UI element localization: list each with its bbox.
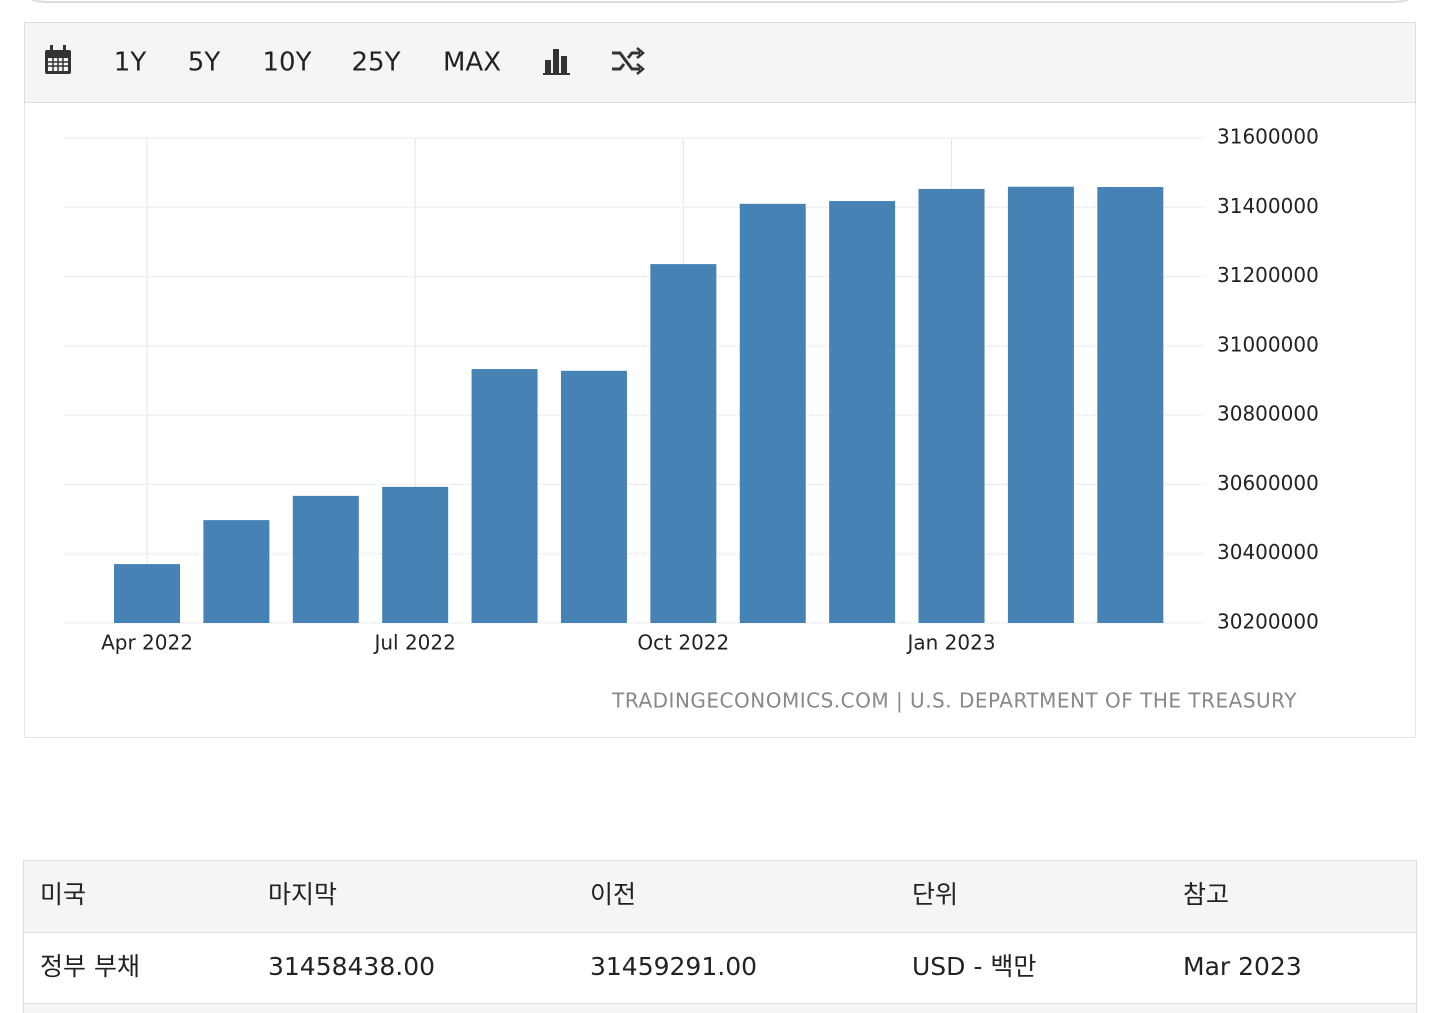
- y-tick-label: 30200000: [1217, 610, 1319, 634]
- x-tick-label: Jul 2022: [372, 631, 455, 655]
- range-button[interactable]: 1Y: [114, 48, 147, 78]
- bar: [203, 520, 270, 623]
- table-header: 마지막: [268, 880, 337, 909]
- table-header: 미국: [40, 880, 86, 909]
- table-cell: USD - 백만: [912, 952, 1036, 981]
- range-button[interactable]: 10Y: [263, 48, 312, 78]
- y-tick-label: 30800000: [1217, 402, 1319, 426]
- range-button[interactable]: 25Y: [352, 48, 401, 78]
- y-tick-label: 31400000: [1217, 194, 1319, 218]
- table-header: 이전: [590, 880, 636, 909]
- x-tick-label: Oct 2022: [637, 631, 729, 655]
- chart-type-icon[interactable]: [543, 49, 570, 75]
- x-tick-label: Jan 2023: [905, 631, 995, 655]
- bar: [382, 486, 449, 623]
- table-cell: 31458438.00: [268, 952, 435, 981]
- range-button[interactable]: MAX: [443, 48, 501, 78]
- calendar-icon[interactable]: [45, 45, 71, 74]
- source: TRADINGECONOMICS.COM | U.S. DEPARTMENT O…: [611, 689, 1297, 713]
- bar: [650, 264, 717, 623]
- bar: [1097, 187, 1164, 623]
- y-tick-label: 30600000: [1217, 471, 1319, 495]
- y-tick-label: 31600000: [1217, 125, 1319, 149]
- data-table: [23, 860, 1417, 1013]
- shuffle-icon[interactable]: [612, 47, 645, 75]
- bar: [829, 201, 896, 624]
- table-cell: Mar 2023: [1183, 952, 1302, 981]
- y-tick-label: 31000000: [1217, 332, 1319, 356]
- table-header: 단위: [912, 880, 958, 909]
- x-tick-label: Apr 2022: [101, 631, 193, 655]
- bar: [292, 495, 359, 623]
- bar: [471, 369, 538, 623]
- y-tick-label: 31200000: [1217, 263, 1319, 287]
- bar: [560, 370, 627, 623]
- prev-panel-edge: [31, 0, 1409, 3]
- table-cell: 31459291.00: [590, 952, 757, 981]
- plot: 30200000 30400000 30600000 30800000 31000000…: [65, 125, 1319, 655]
- toolbar: [24, 22, 1416, 103]
- bar: [739, 203, 806, 624]
- bar: [1007, 186, 1074, 624]
- y-tick-label: 30400000: [1217, 540, 1319, 564]
- bar: [918, 188, 985, 624]
- table-cell: 정부 부채: [40, 952, 140, 981]
- table-header: 참고: [1183, 880, 1229, 909]
- range-button[interactable]: 5Y: [188, 48, 221, 78]
- bar: [113, 564, 180, 623]
